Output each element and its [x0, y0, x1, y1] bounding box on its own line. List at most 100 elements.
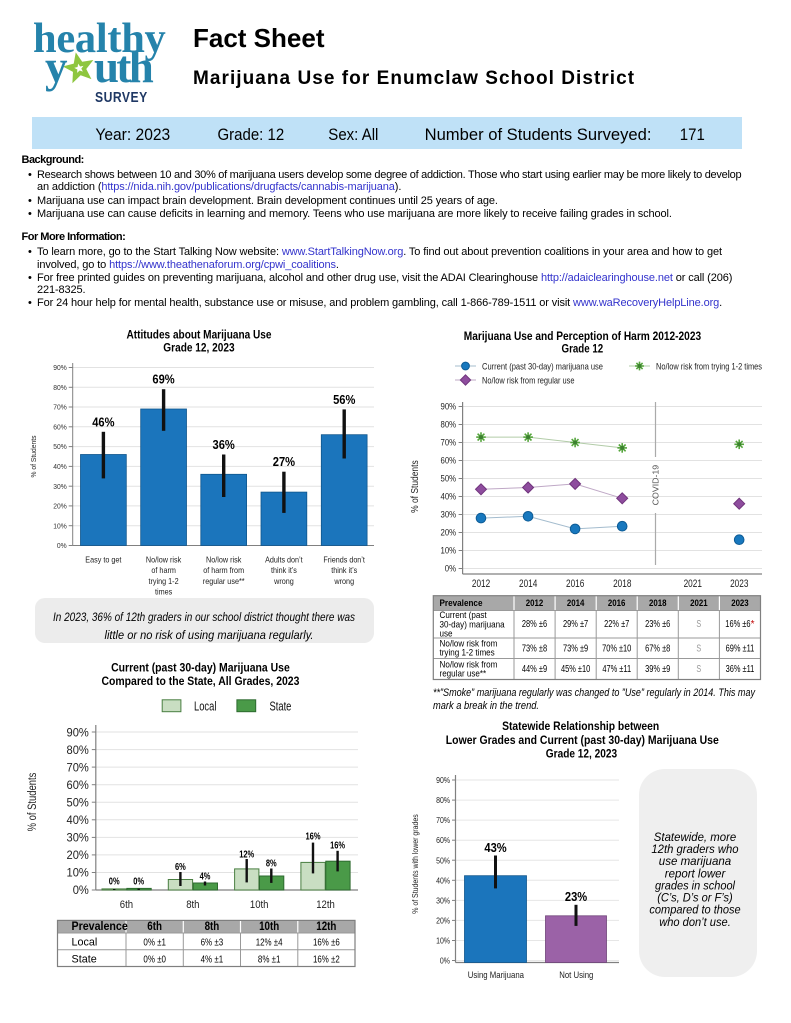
svg-text:0% ±1: 0% ±1: [143, 937, 166, 949]
svg-text:2021: 2021: [690, 598, 708, 609]
svg-text:90%: 90%: [53, 363, 67, 372]
svg-text:46%: 46%: [92, 415, 114, 429]
svg-text:Not Using: Not Using: [559, 970, 593, 981]
svg-text:mark a break in the trend.: mark a break in the trend.: [433, 700, 539, 712]
svg-text:No/low risk from trying 1-2 ti: No/low risk from trying 1-2 times: [656, 362, 762, 373]
svg-text:compared to those: compared to those: [649, 903, 741, 917]
svg-text:S: S: [696, 644, 701, 655]
svg-text:Grade 12: Grade 12: [562, 344, 604, 356]
svg-text:90%: 90%: [436, 775, 450, 785]
svg-text:report lower: report lower: [665, 866, 726, 880]
svg-text:In 2023, 36% of 12th graders i: In 2023, 36% of 12th graders in our scho…: [53, 610, 355, 624]
svg-text:0%: 0%: [57, 541, 67, 550]
svg-text:0%: 0%: [73, 883, 89, 897]
svg-text:Number of Students Surveyed:: Number of Students Surveyed:: [425, 126, 652, 144]
svg-text:90%: 90%: [67, 725, 90, 739]
svg-text:Current (past: Current (past: [440, 610, 487, 621]
svg-text:Current (past 30-day) marijuan: Current (past 30-day) marijuana use: [482, 362, 603, 373]
svg-text:73% ±8: 73% ±8: [522, 644, 548, 655]
svg-text:S: S: [696, 664, 701, 675]
svg-text:Prevalence: Prevalence: [440, 598, 483, 609]
svg-text:80%: 80%: [67, 743, 90, 757]
svg-text:28% ±6: 28% ±6: [522, 619, 548, 630]
svg-text:2014: 2014: [567, 598, 585, 609]
svg-text:*: *: [751, 619, 755, 630]
svg-text:47% ±11: 47% ±11: [602, 664, 631, 675]
svg-text:2016: 2016: [566, 578, 584, 590]
svg-text:10%: 10%: [53, 521, 67, 530]
svg-text:% of Students: % of Students: [27, 773, 39, 832]
svg-text:No/low risk: No/low risk: [146, 555, 182, 565]
svg-text:Easy to get: Easy to get: [85, 555, 122, 565]
svg-text:12th: 12th: [316, 921, 336, 933]
svg-text:0%: 0%: [109, 876, 120, 887]
svg-text:12%: 12%: [239, 849, 254, 860]
svg-text:12th: 12th: [316, 899, 335, 911]
svg-text:60%: 60%: [441, 456, 457, 467]
svg-text:% of Students with lower grade: % of Students with lower grades: [410, 814, 420, 914]
svg-text:56%: 56%: [333, 393, 355, 407]
svg-text:60%: 60%: [67, 778, 90, 792]
svg-text:36%: 36%: [213, 438, 235, 452]
svg-text:73% ±9: 73% ±9: [563, 644, 589, 655]
svg-text:State: State: [270, 699, 292, 713]
svg-text:60%: 60%: [436, 835, 450, 845]
svg-text:10%: 10%: [67, 866, 90, 880]
svg-text:70%: 70%: [67, 760, 90, 774]
svg-text:20%: 20%: [436, 915, 450, 925]
svg-text:50%: 50%: [436, 855, 450, 865]
svg-text:trying 1-2: trying 1-2: [149, 576, 179, 586]
svg-text:12% ±4: 12% ±4: [256, 937, 283, 949]
svg-text:wrong: wrong: [334, 576, 355, 586]
svg-text:70%: 70%: [441, 438, 457, 449]
svg-text:think it’s: think it’s: [331, 565, 357, 575]
svg-text:10%: 10%: [436, 935, 450, 945]
svg-text:171: 171: [680, 126, 705, 144]
svg-text:30%: 30%: [53, 482, 67, 491]
svg-text:20%: 20%: [53, 502, 67, 511]
svg-text:Local: Local: [194, 699, 216, 713]
svg-text:times: times: [155, 587, 172, 597]
svg-text:30%: 30%: [436, 895, 450, 905]
svg-text:Adults don’t: Adults don’t: [265, 555, 303, 565]
svg-text:23%: 23%: [565, 890, 587, 904]
svg-text:Statewide, more: Statewide, more: [654, 830, 737, 844]
svg-text:22% ±7: 22% ±7: [604, 619, 630, 630]
svg-text:regular use**: regular use**: [203, 576, 245, 586]
svg-text:30%: 30%: [67, 831, 90, 845]
svg-text:12th graders who: 12th graders who: [651, 842, 738, 856]
svg-text:2016: 2016: [608, 598, 626, 609]
svg-text:20%: 20%: [67, 848, 90, 862]
svg-text:use marijuana: use marijuana: [659, 854, 732, 868]
svg-text:Prevalence: Prevalence: [72, 921, 128, 933]
svg-text:6th: 6th: [147, 921, 162, 933]
svg-text:27%: 27%: [273, 455, 295, 469]
svg-text:Attitudes about Marijuana Use: Attitudes about Marijuana Use: [127, 329, 272, 341]
svg-text:0%: 0%: [445, 564, 457, 575]
svg-text:Local: Local: [72, 937, 98, 949]
svg-text:43%: 43%: [484, 841, 506, 855]
svg-text:of harm from: of harm from: [203, 565, 244, 575]
svg-text:of harm: of harm: [151, 565, 176, 575]
svg-text:50%: 50%: [67, 795, 90, 809]
svg-text:2018: 2018: [649, 598, 667, 609]
svg-text:16%: 16%: [306, 831, 321, 842]
svg-text:40%: 40%: [441, 492, 457, 503]
svg-text:use: use: [440, 629, 453, 640]
svg-text:who don’t use.: who don’t use.: [659, 915, 731, 929]
svg-text:6th: 6th: [120, 899, 133, 911]
svg-text:16% ±6: 16% ±6: [313, 937, 340, 949]
svg-text:29% ±7: 29% ±7: [563, 619, 589, 630]
svg-text:20%: 20%: [441, 528, 457, 539]
svg-text:2012: 2012: [526, 598, 544, 609]
svg-text:8% ±1: 8% ±1: [258, 953, 281, 965]
svg-text:Current (past 30-day) Marijuan: Current (past 30-day) Marijuana Use: [111, 663, 290, 675]
svg-text:60%: 60%: [53, 422, 67, 431]
svg-text:16%: 16%: [330, 841, 345, 852]
svg-text:40%: 40%: [67, 813, 90, 827]
svg-text:No/low risk from: No/low risk from: [440, 639, 498, 650]
svg-text:(C’s, D’s or F’s): (C’s, D’s or F’s): [657, 891, 733, 905]
svg-text:**”Smoke” marijuana regularly: **”Smoke” marijuana regularly was change…: [433, 687, 756, 699]
svg-text:6%: 6%: [175, 862, 186, 873]
svg-text:No/low risk from: No/low risk from: [440, 659, 498, 670]
